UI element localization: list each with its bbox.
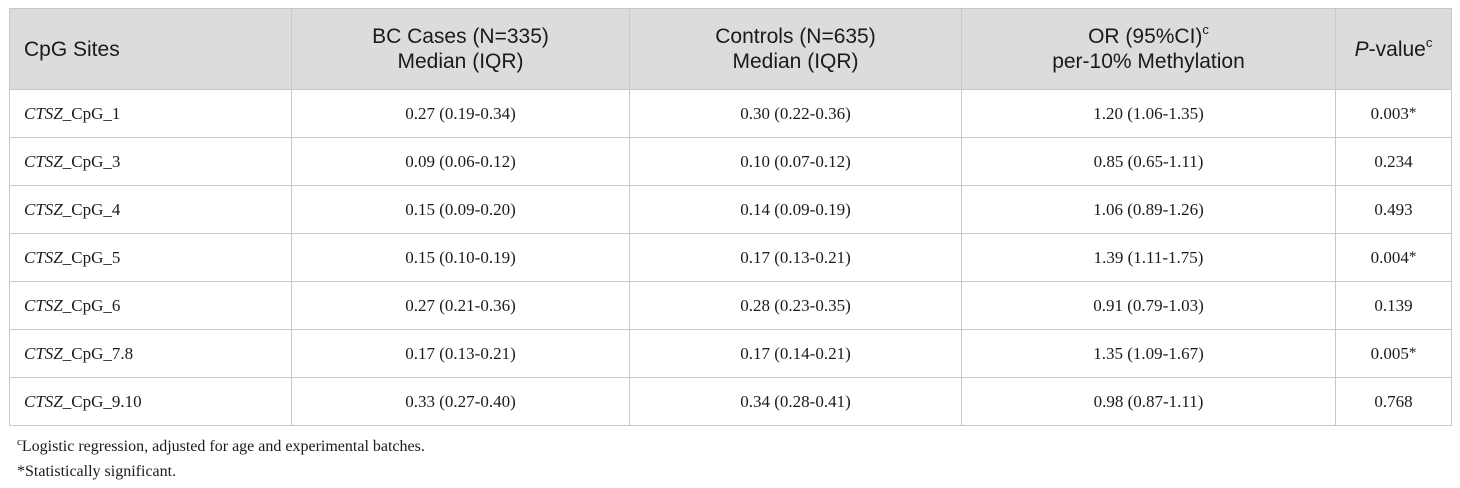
table-row: CTSZ_CpG_6 0.27 (0.21-0.36) 0.28 (0.23-0.3…	[9, 281, 1452, 330]
cell-gene-name: CTSZ	[24, 199, 63, 219]
cell-cpg-site: CTSZ_CpG_5	[9, 233, 292, 282]
header-bc-cases: BC Cases (N=335) Median (IQR)	[291, 8, 630, 90]
cell-bc-cases: 0.17 (0.13-0.21)	[291, 329, 630, 378]
cell-significance-marker: *	[1408, 104, 1417, 121]
table-row: CTSZ_CpG_9.10 0.33 (0.27-0.40) 0.34 (0.28-…	[9, 377, 1452, 426]
cell-site-suffix: _CpG_5	[62, 247, 121, 267]
cell-p-value-number: 0.139	[1374, 295, 1413, 315]
cell-p-value-number: 0.003	[1370, 103, 1409, 123]
cell-gene-name: CTSZ	[24, 295, 63, 315]
cell-p-value-number: 0.768	[1374, 391, 1413, 411]
cell-p-value-number: 0.005	[1370, 343, 1409, 363]
cell-cpg-site: CTSZ_CpG_3	[9, 137, 292, 186]
cell-cpg-site: CTSZ_CpG_9.10	[9, 377, 292, 426]
footnote-c-marker: c	[17, 436, 22, 448]
cell-controls: 0.34 (0.28-0.41)	[629, 377, 962, 426]
cell-gene-name: CTSZ	[24, 343, 63, 363]
cell-bc-cases: 0.27 (0.19-0.34)	[291, 89, 630, 138]
cell-controls: 0.10 (0.07-0.12)	[629, 137, 962, 186]
header-odds-ratio-line1: OR (95%CI)c	[962, 22, 1335, 49]
cell-cpg-site: CTSZ_CpG_6	[9, 281, 292, 330]
cell-site-suffix: _CpG_4	[62, 199, 121, 219]
header-cpg-sites: CpG Sites	[9, 8, 292, 90]
cell-odds-ratio: 0.91 (0.79-1.03)	[961, 281, 1336, 330]
header-p-value: P-valuec	[1335, 8, 1452, 90]
cell-bc-cases: 0.27 (0.21-0.36)	[291, 281, 630, 330]
header-controls-line2: Median (IQR)	[732, 50, 859, 73]
cell-cpg-site: CTSZ_CpG_4	[9, 185, 292, 234]
header-bc-cases-line1: BC Cases (N=335)	[372, 25, 549, 48]
header-controls-line1: Controls (N=635)	[715, 25, 876, 48]
header-or-footnote-marker: c	[1202, 22, 1209, 37]
cell-site-suffix: _CpG_6	[62, 295, 121, 315]
cell-p-value: 0.003*	[1335, 89, 1452, 138]
cell-controls: 0.28 (0.23-0.35)	[629, 281, 962, 330]
cell-p-value-number: 0.234	[1374, 151, 1413, 171]
cell-significance-marker: *	[1408, 248, 1417, 265]
header-p-footnote-marker: c	[1425, 34, 1433, 50]
table-row: CTSZ_CpG_7.8 0.17 (0.13-0.21) 0.17 (0.14-0…	[9, 329, 1452, 378]
cell-odds-ratio: 0.85 (0.65-1.11)	[961, 137, 1336, 186]
footnote-c: cLogistic regression, adjusted for age a…	[17, 434, 425, 459]
cell-p-value: 0.493	[1335, 185, 1452, 234]
cell-odds-ratio: 1.06 (0.89-1.26)	[961, 185, 1336, 234]
table-row: CTSZ_CpG_3 0.09 (0.06-0.12) 0.10 (0.07-0.1…	[9, 137, 1452, 186]
table-container: CpG Sites BC Cases (N=335) Median (IQR) …	[9, 8, 1452, 426]
header-p-italic: P	[1354, 37, 1369, 61]
cell-p-value: 0.768	[1335, 377, 1452, 426]
cell-cpg-site: CTSZ_CpG_1	[9, 89, 292, 138]
cell-controls: 0.17 (0.14-0.21)	[629, 329, 962, 378]
cell-controls: 0.14 (0.09-0.19)	[629, 185, 962, 234]
cell-gene-name: CTSZ	[24, 247, 63, 267]
cell-p-value: 0.004*	[1335, 233, 1452, 282]
cell-odds-ratio: 1.35 (1.09-1.67)	[961, 329, 1336, 378]
cell-p-value: 0.139	[1335, 281, 1452, 330]
cell-gene-name: CTSZ	[24, 103, 63, 123]
cell-controls: 0.30 (0.22-0.36)	[629, 89, 962, 138]
cell-cpg-site: CTSZ_CpG_7.8	[9, 329, 292, 378]
cell-significance-marker: *	[1408, 344, 1417, 361]
cell-site-suffix: _CpG_9.10	[62, 391, 142, 411]
cell-p-value-number: 0.493	[1374, 199, 1413, 219]
header-odds-ratio: OR (95%CI)c per-10% Methylation	[961, 8, 1336, 90]
cell-gene-name: CTSZ	[24, 151, 63, 171]
header-odds-ratio-line2: per-10% Methylation	[1052, 50, 1245, 73]
cell-site-suffix: _CpG_1	[62, 103, 121, 123]
table-row: CTSZ_CpG_1 0.27 (0.19-0.34) 0.30 (0.22-0.3…	[9, 89, 1452, 138]
cell-p-value-number: 0.004	[1370, 247, 1409, 267]
cell-bc-cases: 0.33 (0.27-0.40)	[291, 377, 630, 426]
header-row: CpG Sites BC Cases (N=335) Median (IQR) …	[9, 8, 1452, 90]
table-body: CTSZ_CpG_1 0.27 (0.19-0.34) 0.30 (0.22-0.3…	[9, 89, 1452, 426]
cell-p-value: 0.005*	[1335, 329, 1452, 378]
footnote-c-text: Logistic regression, adjusted for age an…	[21, 438, 425, 455]
cell-gene-name: CTSZ	[24, 391, 63, 411]
footnotes: cLogistic regression, adjusted for age a…	[17, 434, 425, 484]
cell-p-value: 0.234	[1335, 137, 1452, 186]
cell-site-suffix: _CpG_7.8	[62, 343, 134, 363]
table-row: CTSZ_CpG_4 0.15 (0.09-0.20) 0.14 (0.09-0.1…	[9, 185, 1452, 234]
header-cpg-sites-label: CpG Sites	[24, 37, 120, 61]
header-p-rest: -value	[1368, 37, 1426, 61]
header-controls: Controls (N=635) Median (IQR)	[629, 8, 962, 90]
cell-odds-ratio: 1.20 (1.06-1.35)	[961, 89, 1336, 138]
cell-controls: 0.17 (0.13-0.21)	[629, 233, 962, 282]
cell-bc-cases: 0.15 (0.09-0.20)	[291, 185, 630, 234]
cell-bc-cases: 0.15 (0.10-0.19)	[291, 233, 630, 282]
cell-bc-cases: 0.09 (0.06-0.12)	[291, 137, 630, 186]
methylation-table: CpG Sites BC Cases (N=335) Median (IQR) …	[9, 8, 1452, 426]
header-bc-cases-line2: Median (IQR)	[397, 50, 524, 73]
header-or-label: OR (95%CI)	[1088, 25, 1203, 48]
cell-odds-ratio: 1.39 (1.11-1.75)	[961, 233, 1336, 282]
table-row: CTSZ_CpG_5 0.15 (0.10-0.19) 0.17 (0.13-0.2…	[9, 233, 1452, 282]
cell-odds-ratio: 0.98 (0.87-1.11)	[961, 377, 1336, 426]
footnote-star: *Statistically significant.	[17, 463, 177, 480]
cell-site-suffix: _CpG_3	[62, 151, 121, 171]
